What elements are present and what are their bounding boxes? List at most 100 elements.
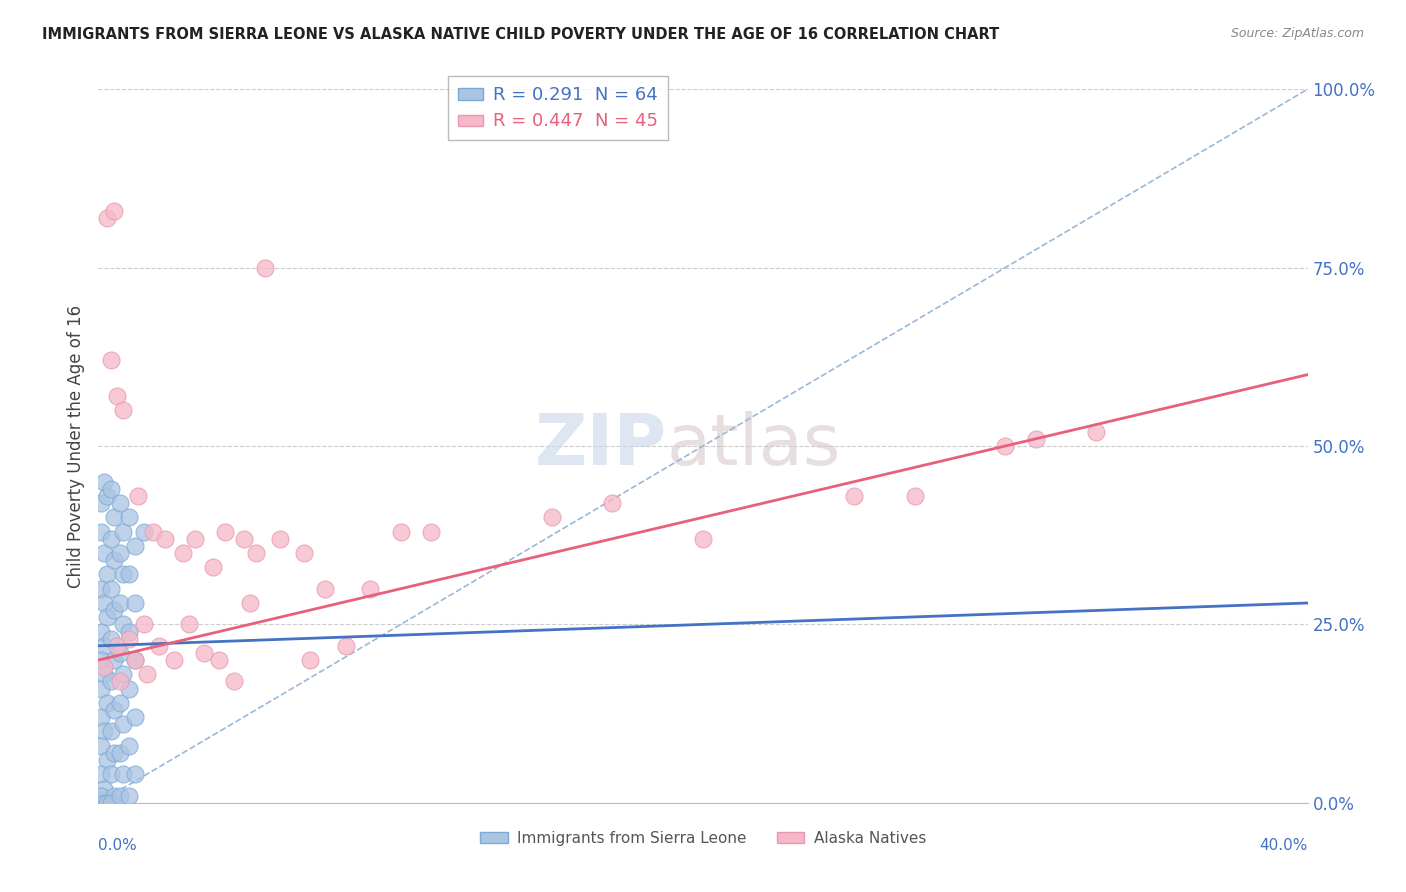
Point bbox=[124, 767, 146, 781]
Point bbox=[224, 674, 246, 689]
Point bbox=[184, 532, 207, 546]
Point bbox=[108, 496, 131, 510]
Point bbox=[100, 532, 122, 546]
Point bbox=[90, 496, 112, 510]
Point bbox=[172, 546, 194, 560]
Point bbox=[105, 389, 128, 403]
Point bbox=[994, 439, 1017, 453]
Text: ZIP: ZIP bbox=[534, 411, 666, 481]
Point bbox=[124, 596, 146, 610]
Point bbox=[93, 475, 115, 489]
Point bbox=[118, 632, 141, 646]
Point bbox=[269, 532, 291, 546]
Point bbox=[103, 510, 125, 524]
Point bbox=[93, 781, 115, 796]
Point bbox=[100, 796, 122, 810]
Point bbox=[90, 653, 112, 667]
Point bbox=[132, 524, 155, 539]
Point bbox=[111, 717, 134, 731]
Point bbox=[692, 532, 714, 546]
Point bbox=[93, 546, 115, 560]
Point bbox=[100, 767, 122, 781]
Point bbox=[1024, 432, 1046, 446]
Point bbox=[904, 489, 927, 503]
Point bbox=[118, 567, 141, 582]
Point bbox=[602, 496, 624, 510]
Point bbox=[108, 746, 131, 760]
Point bbox=[90, 624, 112, 639]
Point bbox=[100, 582, 122, 596]
Text: 0.0%: 0.0% bbox=[98, 838, 138, 854]
Y-axis label: Child Poverty Under the Age of 16: Child Poverty Under the Age of 16 bbox=[66, 304, 84, 588]
Point bbox=[118, 510, 141, 524]
Point bbox=[96, 796, 118, 810]
Point bbox=[239, 596, 262, 610]
Point bbox=[844, 489, 866, 503]
Point bbox=[90, 681, 112, 696]
Point bbox=[179, 617, 201, 632]
Point bbox=[118, 739, 141, 753]
Point bbox=[540, 510, 562, 524]
Point bbox=[103, 653, 125, 667]
Point bbox=[118, 681, 141, 696]
Point bbox=[314, 582, 336, 596]
Point bbox=[232, 532, 254, 546]
Point bbox=[208, 653, 231, 667]
Point bbox=[124, 710, 146, 724]
Point bbox=[245, 546, 267, 560]
Point bbox=[142, 524, 165, 539]
Point bbox=[93, 639, 115, 653]
Point bbox=[93, 596, 115, 610]
Point bbox=[93, 796, 115, 810]
Text: Source: ZipAtlas.com: Source: ZipAtlas.com bbox=[1230, 27, 1364, 40]
Point bbox=[93, 724, 115, 739]
Point bbox=[1085, 425, 1108, 439]
Point bbox=[93, 667, 115, 681]
Point bbox=[100, 632, 122, 646]
Legend: Immigrants from Sierra Leone, Alaska Natives: Immigrants from Sierra Leone, Alaska Nat… bbox=[474, 825, 932, 852]
Point bbox=[96, 489, 118, 503]
Point bbox=[124, 539, 146, 553]
Point bbox=[202, 560, 225, 574]
Point bbox=[100, 353, 122, 368]
Point bbox=[108, 696, 131, 710]
Point bbox=[148, 639, 170, 653]
Point bbox=[111, 667, 134, 681]
Point bbox=[100, 482, 122, 496]
Point bbox=[111, 617, 134, 632]
Point bbox=[90, 582, 112, 596]
Point bbox=[118, 624, 141, 639]
Point bbox=[90, 767, 112, 781]
Point bbox=[108, 596, 131, 610]
Point bbox=[96, 610, 118, 624]
Point bbox=[420, 524, 443, 539]
Point bbox=[132, 617, 155, 632]
Point bbox=[90, 524, 112, 539]
Point bbox=[389, 524, 412, 539]
Point bbox=[124, 653, 146, 667]
Point bbox=[163, 653, 186, 667]
Point bbox=[292, 546, 315, 560]
Point bbox=[108, 646, 131, 660]
Point bbox=[253, 260, 276, 275]
Point bbox=[111, 524, 134, 539]
Point bbox=[335, 639, 357, 653]
Point bbox=[108, 674, 131, 689]
Point bbox=[96, 696, 118, 710]
Point bbox=[100, 724, 122, 739]
Point bbox=[108, 789, 131, 803]
Point bbox=[96, 567, 118, 582]
Point bbox=[90, 789, 112, 803]
Text: atlas: atlas bbox=[666, 411, 841, 481]
Point bbox=[153, 532, 176, 546]
Point bbox=[127, 489, 149, 503]
Point bbox=[103, 746, 125, 760]
Point bbox=[90, 710, 112, 724]
Point bbox=[214, 524, 236, 539]
Point bbox=[100, 674, 122, 689]
Point bbox=[108, 546, 131, 560]
Point bbox=[103, 203, 125, 218]
Point bbox=[111, 567, 134, 582]
Text: 40.0%: 40.0% bbox=[1260, 838, 1308, 854]
Point bbox=[135, 667, 157, 681]
